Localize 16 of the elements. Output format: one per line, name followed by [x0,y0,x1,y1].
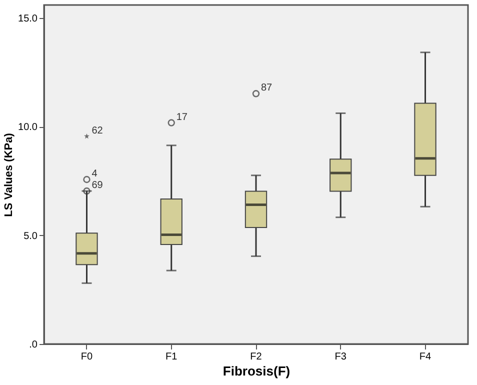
x-tick-label: F3 [334,352,347,362]
y-tick-label: 15.0 [18,14,38,25]
x-tick-label: F1 [166,352,178,362]
x-tick-label: F2 [250,352,262,362]
annotation: 87 [261,82,273,94]
x-tick-label: F4 [419,352,432,362]
annotation: 69 [92,180,104,192]
annotation: 62 [92,125,104,136]
y-tick-label: 5.0 [24,230,38,242]
y-tick-label: .0 [29,340,38,350]
y-tick-label: 10.0 [18,122,38,134]
y-axis-title: LS Values (KPa) [3,132,16,217]
annotation: 4 [92,168,98,180]
x-tick-label: F0 [80,352,94,362]
x-axis-title: Fibrosis(F) [222,364,290,378]
annotation: 17 [176,112,188,123]
